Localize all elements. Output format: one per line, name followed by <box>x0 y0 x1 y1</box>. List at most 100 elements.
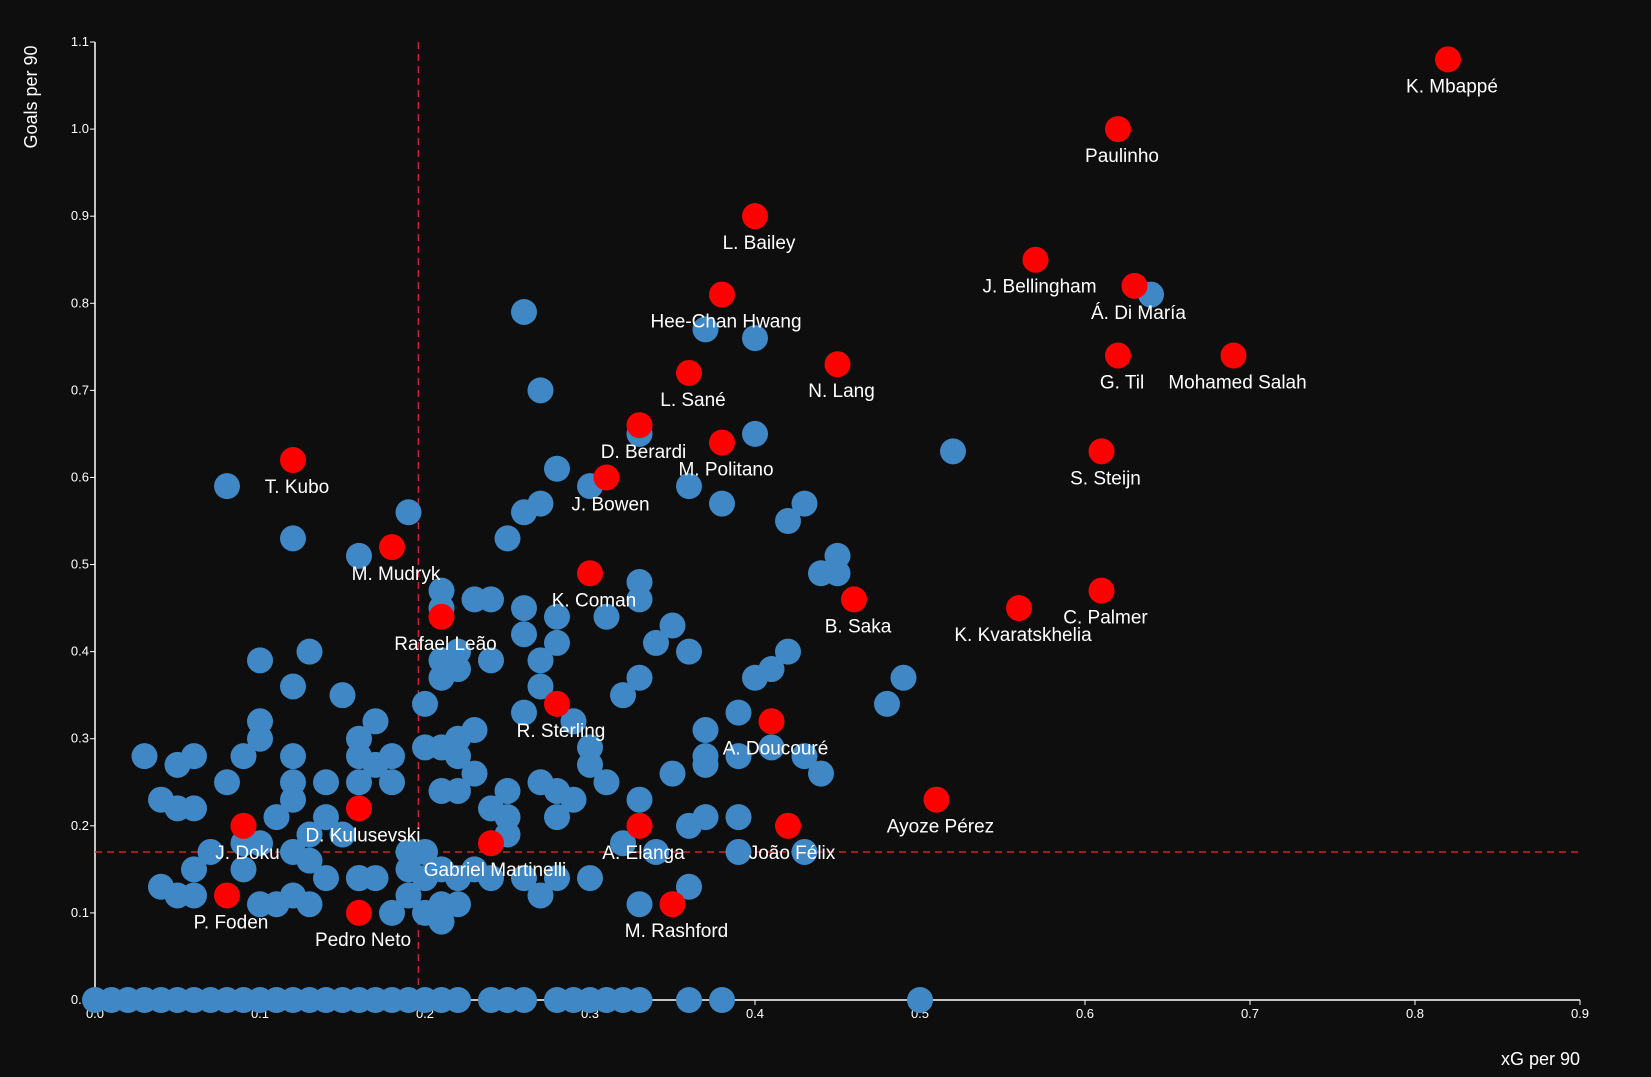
player-point <box>494 525 521 552</box>
player-point <box>181 882 207 909</box>
highlighted-player-point <box>1220 342 1247 369</box>
player-point <box>313 769 339 796</box>
player-point <box>379 769 405 796</box>
player-point <box>890 664 917 691</box>
player-point <box>544 804 570 831</box>
player-point <box>445 743 471 770</box>
player-point <box>676 638 702 665</box>
player-point <box>775 508 801 534</box>
player-point <box>197 838 224 865</box>
player-label: J. Bowen <box>571 494 649 515</box>
y-tick-label: 0.6 <box>71 469 89 484</box>
player-point <box>280 525 306 552</box>
y-tick-label: 0.9 <box>71 208 89 223</box>
player-point <box>461 717 488 744</box>
player-point <box>560 708 587 735</box>
x-tick-label: 0.8 <box>1406 1006 1424 1021</box>
y-tick-label: 0.3 <box>71 731 89 746</box>
player-point <box>247 725 273 752</box>
y-tick-label: 0.4 <box>71 644 89 659</box>
player-point <box>692 717 719 744</box>
player-point <box>511 699 537 726</box>
player-point <box>511 298 537 325</box>
player-point <box>544 629 570 656</box>
x-tick-label: 0.9 <box>1571 1006 1589 1021</box>
player-point <box>808 760 834 787</box>
highlighted-player-point <box>346 899 372 926</box>
player-label: G. Til <box>1100 373 1144 394</box>
highlighted-player-point <box>346 795 372 822</box>
highlighted-player-point <box>626 812 653 839</box>
player-point <box>874 690 900 717</box>
player-point <box>280 882 306 909</box>
player-point <box>478 865 504 892</box>
player-point <box>296 821 323 848</box>
player-point <box>824 560 851 587</box>
player-point <box>659 612 686 639</box>
player-point <box>626 786 653 813</box>
player-label: J. Bellingham <box>982 277 1096 298</box>
player-point <box>346 769 372 796</box>
player-label: Ayoze Pérez <box>887 817 994 838</box>
player-point <box>280 743 306 770</box>
player-point <box>775 638 801 665</box>
player-label: K. Coman <box>552 590 636 611</box>
player-point <box>742 420 768 447</box>
player-point <box>412 838 438 865</box>
player-point <box>692 751 719 778</box>
player-label: M. Rashford <box>625 921 728 942</box>
player-point <box>280 786 306 813</box>
player-label: R. Sterling <box>517 721 606 742</box>
player-label: Hee-Chan Hwang <box>650 312 801 333</box>
player-point <box>329 821 356 848</box>
player-label: B. Saka <box>825 616 892 637</box>
player-point <box>610 682 636 709</box>
player-label: A. Elanga <box>602 843 685 864</box>
highlighted-player-point <box>1105 116 1131 143</box>
player-point <box>461 760 488 787</box>
player-label: K. Kvaratskhelia <box>954 625 1092 646</box>
highlighted-player-point <box>1088 577 1115 604</box>
player-point <box>593 769 620 796</box>
x-tick-label: 0.7 <box>1241 1006 1259 1021</box>
highlighted-player-point <box>709 281 735 308</box>
player-point <box>379 743 405 770</box>
player-label: C. Palmer <box>1063 608 1148 629</box>
highlighted-player-point <box>775 812 801 839</box>
player-point <box>560 786 587 813</box>
player-point <box>725 743 752 770</box>
player-point <box>742 325 768 352</box>
player-point <box>676 873 702 900</box>
player-point <box>659 760 686 787</box>
player-point <box>527 490 554 517</box>
player-label: Rafael Leão <box>394 634 496 655</box>
player-point <box>445 891 471 918</box>
highlighted-player-point <box>478 830 504 857</box>
player-point <box>379 899 405 926</box>
y-tick-label: 0.5 <box>71 557 89 572</box>
player-point <box>395 499 422 526</box>
player-point <box>626 891 653 918</box>
player-point <box>247 891 273 918</box>
player-point <box>725 804 752 831</box>
player-point <box>692 316 719 343</box>
player-point <box>346 865 372 892</box>
player-label: J. Doku <box>215 843 279 864</box>
highlighted-player-point <box>230 812 257 839</box>
highlighted-player-point <box>841 586 867 613</box>
x-axis-ticks: 0.0 0.1 0.2 0.3 0.4 0.5 0.6 0.7 0.8 0.9 <box>86 1000 1589 1021</box>
player-point <box>577 751 603 778</box>
highlighted-player-point <box>428 603 455 630</box>
player-point <box>527 647 554 674</box>
player-point <box>643 629 669 656</box>
y-tick-label: 0.1 <box>71 905 89 920</box>
player-point <box>263 804 290 831</box>
player-label: Pedro Neto <box>315 930 411 951</box>
highlighted-player-point <box>577 560 603 587</box>
player-point <box>395 882 422 909</box>
player-label: Paulinho <box>1085 146 1159 167</box>
highlighted-player-point <box>1022 246 1049 273</box>
player-label: D. Berardi <box>601 442 687 463</box>
player-point <box>428 664 455 691</box>
player-point <box>709 987 735 1013</box>
